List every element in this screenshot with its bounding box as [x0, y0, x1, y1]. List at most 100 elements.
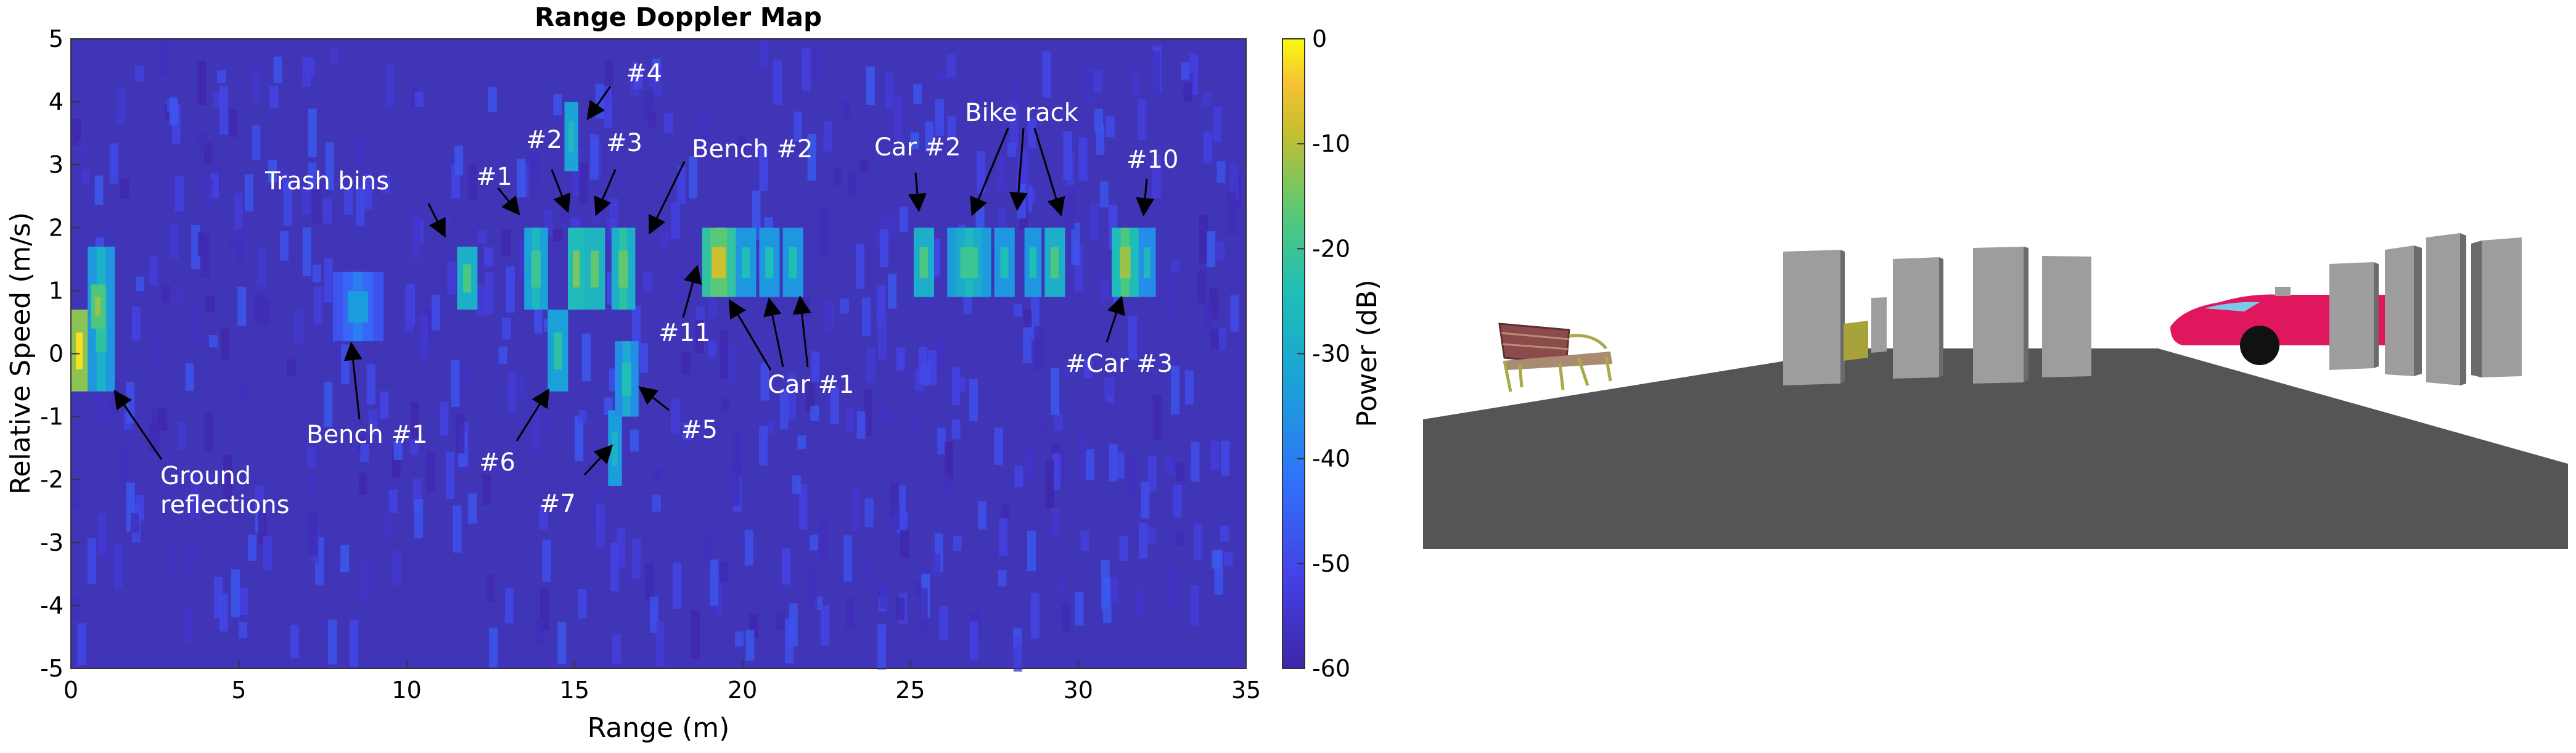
detection-cell-11	[615, 341, 623, 417]
noise-cell	[1181, 62, 1190, 80]
detection-core-10	[612, 431, 618, 466]
noise-cell	[414, 499, 424, 538]
noise-cell	[925, 121, 934, 152]
noise-cell	[329, 48, 338, 64]
noise-cell	[900, 530, 909, 558]
noise-cell	[221, 328, 230, 360]
noise-cell	[1131, 72, 1140, 98]
noise-cell	[1105, 116, 1115, 138]
noise-cell	[1077, 434, 1086, 482]
noise-cell	[174, 288, 184, 303]
detection-cell-6	[548, 310, 559, 392]
detections-layer	[71, 102, 1156, 486]
noise-cell	[456, 413, 465, 454]
detection-cell-1	[105, 246, 115, 392]
x-tick-label: 25	[895, 677, 925, 704]
noise-cell	[1104, 377, 1113, 395]
noise-cell	[1190, 585, 1199, 627]
noise-cell	[998, 156, 1007, 191]
noise-cell	[1078, 137, 1088, 181]
noise-cell	[185, 363, 194, 391]
arrow-car-1c	[792, 295, 811, 368]
noise-cell	[957, 378, 966, 392]
noise-cell	[942, 473, 951, 492]
noise-cell	[579, 162, 588, 204]
noise-cell	[324, 258, 333, 303]
x-tick-label: 20	[728, 677, 757, 704]
noise-cell	[639, 343, 649, 373]
noise-cell	[1075, 591, 1084, 626]
noise-cell	[150, 324, 159, 372]
noise-cell	[812, 49, 821, 82]
detection-cell-3	[363, 271, 374, 342]
noise-cell	[294, 310, 303, 344]
noise-cell	[485, 272, 494, 314]
trash-bin-1	[1783, 250, 1840, 385]
detection-cell-21	[1044, 228, 1056, 297]
noise-cell	[486, 574, 495, 603]
noise-cell	[312, 265, 321, 282]
noise-cell	[721, 398, 731, 411]
colorbar-tick-label: -40	[1312, 445, 1350, 472]
noise-cell	[197, 60, 207, 105]
arrow-2	[551, 169, 571, 213]
label-10: #10	[1126, 146, 1178, 174]
noise-cell	[229, 109, 238, 137]
label-4: #4	[626, 59, 662, 88]
noise-cell	[894, 96, 903, 142]
noise-cell	[1027, 189, 1036, 202]
noise-cell	[899, 207, 908, 232]
noise-cell	[411, 401, 419, 439]
noise-cell	[675, 271, 684, 302]
noise-cell	[660, 232, 670, 249]
noise-cell	[1096, 124, 1105, 155]
noise-cell	[1197, 270, 1206, 303]
noise-cell	[1213, 107, 1222, 142]
noise-cell	[542, 540, 551, 582]
noise-cell	[356, 187, 365, 226]
noise-cell	[630, 429, 639, 452]
noise-cell	[258, 501, 267, 545]
noise-cell	[410, 439, 419, 455]
noise-cell	[382, 515, 391, 538]
noise-cell	[720, 329, 729, 379]
x-axis: 0 5 10 15 20 25 30 35	[64, 660, 1261, 704]
noise-cell	[340, 545, 350, 573]
y-tick-label: 4	[49, 88, 64, 115]
noise-cell	[794, 111, 802, 142]
noise-cell	[652, 495, 661, 512]
noise-cell	[489, 627, 498, 668]
noise-cell	[1128, 316, 1138, 360]
noise-cell	[1090, 202, 1099, 241]
noise-cell	[1229, 163, 1239, 200]
noise-cell	[247, 535, 256, 561]
noise-cell	[308, 109, 317, 157]
label-bike-rack: Bike rack	[965, 99, 1079, 127]
noise-cell	[1042, 51, 1051, 97]
arrow-car-3	[1105, 295, 1125, 343]
noise-cell	[752, 191, 761, 240]
label-5: #5	[681, 416, 718, 444]
noise-cell	[1173, 484, 1182, 517]
label-car-3: #Car #3	[1065, 350, 1173, 378]
noise-cell	[251, 71, 260, 101]
noise-cell	[1224, 552, 1233, 566]
noise-cell	[477, 285, 486, 316]
noise-cell	[358, 472, 367, 495]
noise-cell	[279, 231, 289, 261]
noise-cell	[937, 70, 946, 84]
noise-cell	[393, 440, 403, 460]
detection-core-3	[348, 291, 368, 323]
noise-cell	[184, 607, 193, 643]
noise-cell	[484, 247, 493, 268]
detection-cell-5	[524, 228, 533, 310]
detection-cell-4	[467, 246, 478, 310]
noise-cell	[535, 619, 544, 645]
noise-cell	[1026, 450, 1035, 479]
noise-cell	[808, 566, 818, 613]
noise-cell	[301, 185, 311, 215]
noise-cell	[1110, 577, 1119, 603]
noise-cell	[488, 86, 497, 112]
noise-cell	[1065, 186, 1075, 230]
y-tick-label: 0	[49, 340, 64, 368]
